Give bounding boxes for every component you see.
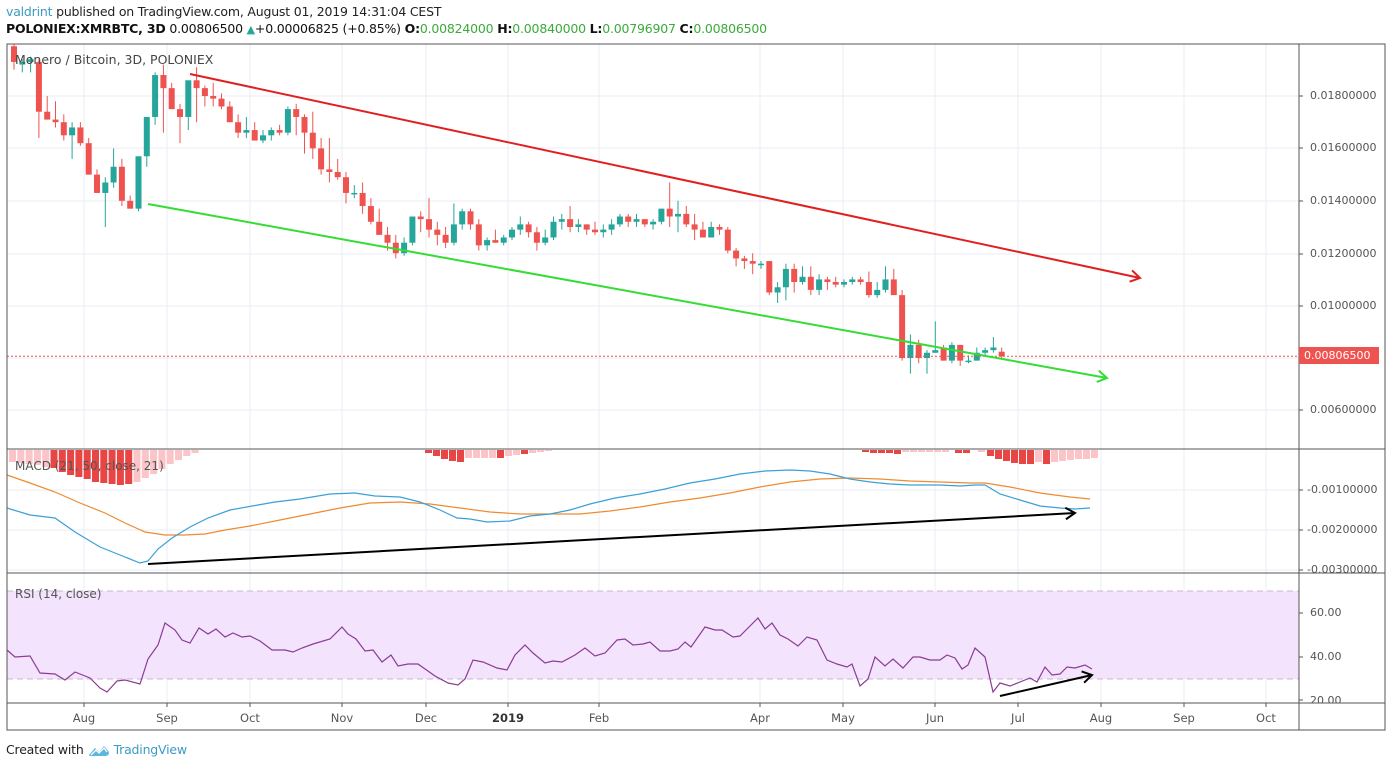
time-axis-label: Jun [926,711,944,725]
publisher-line: valdrint published on TradingView.com, A… [6,4,441,19]
candlestick-series [7,44,1299,374]
symbol-name: POLONIEX:XMRBTC, 3D [6,21,166,36]
time-axis-label: Oct [1256,711,1276,725]
macd-histogram [9,450,1098,485]
created-with-text: Created with [6,742,84,757]
time-axis-label: Dec [414,711,438,725]
time-axis-label: Aug [1089,711,1113,725]
macd-axis-label: -0.00200000 [1307,523,1378,536]
symbol-info-line: POLONIEX:XMRBTC, 3D 0.00806500 ▲+0.00006… [6,21,767,36]
high-label: H: [497,21,513,36]
indicator-lines [6,469,1093,694]
publisher-username[interactable]: valdrint [6,4,53,19]
last-price: 0.00806500 [169,21,243,36]
rsi-axis-label: 40.00 [1310,650,1342,663]
published-text: published on TradingView.com, August 01,… [52,4,442,19]
low-label: L: [589,21,603,36]
high-value: 0.00840000 [512,21,586,36]
low-value: 0.00796907 [602,21,676,36]
time-axis-label: Aug [72,711,96,725]
macd-axis-label: -0.00300000 [1307,563,1378,576]
current-price-tag: 0.00806500 [1299,347,1379,364]
time-axis-label: May [831,711,855,725]
time-axis-label: Sep [1173,711,1195,725]
time-axis-label: Nov [330,711,354,725]
main-pane-title: Monero / Bitcoin, 3D, POLONIEX [15,52,214,67]
time-axis-label: Jul [1011,711,1025,725]
change-up-arrow-icon: ▲ [246,23,255,36]
tradingview-brand-link[interactable]: TradingView [113,742,188,757]
time-axis-label: Sep [156,711,178,725]
close-value: 0.00806500 [693,21,767,36]
rsi-axis-label: 60.00 [1310,606,1342,619]
macd-pane-title: MACD (21, 50, close, 21) [15,459,164,473]
pane-frames [6,43,1386,731]
time-axis-label: 2019 [491,711,525,725]
trendline-drawings[interactable] [147,73,1142,697]
price-axis-label: 0.01200000 [1310,247,1377,260]
rsi-pane-title: RSI (14, close) [15,587,102,601]
price-axis-label: 0.01800000 [1310,89,1377,102]
time-axis-label: Oct [240,711,260,725]
price-axis-label: 0.01400000 [1310,194,1377,207]
open-value: 0.00824000 [419,21,494,36]
open-label: O: [404,21,420,36]
price-axis-label: 0.01000000 [1310,299,1377,312]
macd-axis-label: -0.00100000 [1307,483,1378,496]
time-axis-label: Feb [588,711,610,725]
rsi-band [7,590,1299,680]
rsi-axis-label: 20.00 [1310,694,1342,703]
time-axis-label: Apr [750,711,770,725]
price-change: +0.00006825 (+0.85%) [254,21,401,36]
footer: Created with TradingView [6,742,187,757]
price-axis-label: 0.01600000 [1310,141,1377,154]
tradingview-logo-icon [88,745,109,756]
price-axis-label: 0.00600000 [1310,403,1377,416]
close-label: C: [679,21,694,36]
